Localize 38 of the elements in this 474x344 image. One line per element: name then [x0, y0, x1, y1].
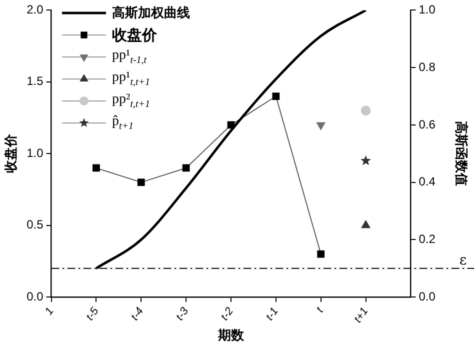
x-tick-label: t-5	[84, 304, 102, 323]
point	[92, 164, 100, 172]
y-axis-title: 收盘价	[4, 133, 20, 174]
point	[361, 220, 370, 228]
y2-tick-label: 0.8	[418, 60, 436, 74]
x-tick-label: t+1	[352, 305, 371, 326]
point	[360, 106, 371, 116]
x-tick-label: t-3	[174, 304, 192, 323]
x-tick-label: t-2	[218, 305, 236, 323]
point	[272, 92, 280, 100]
x-tick-label: 1	[42, 305, 56, 318]
legend-label: 收盘价	[112, 26, 157, 44]
point	[182, 164, 190, 172]
x-axis-title: 期数	[217, 328, 245, 344]
legend-label: pp²$_{t,t+1}$	[112, 92, 150, 110]
y-tick-label: 1.5	[26, 74, 44, 88]
point	[137, 178, 145, 186]
x-tick-label: t-4	[128, 305, 146, 323]
y-tick-label: 0.5	[26, 218, 44, 232]
point	[316, 122, 326, 130]
legend-label: 高斯加权曲线	[112, 4, 190, 22]
ref-line-label: ε	[459, 252, 467, 268]
y2-tick-label: 0.0	[418, 289, 436, 304]
point	[317, 250, 325, 258]
y-tick-label: 1.0	[26, 146, 44, 160]
y-tick-label: 0.0	[26, 289, 44, 304]
point	[360, 155, 372, 166]
y2-tick-label: 0.4	[418, 174, 436, 189]
y2-tick-label: 1.0	[418, 2, 436, 17]
y2-axis-title: 高斯函数值	[452, 121, 469, 186]
y2-tick-label: 0.6	[418, 117, 436, 132]
x-tick-label: t	[314, 304, 326, 315]
legend-label: p̂$_{t+1}$	[112, 114, 134, 132]
x-tick-label: t-1	[264, 305, 281, 323]
y2-tick-label: 0.2	[418, 232, 436, 246]
legend-label: pp¹$_{t-1,t}$	[112, 48, 147, 66]
legend-label: pp¹$_{t,t+1}$	[112, 70, 150, 88]
y-tick-label: 2.0	[26, 2, 44, 17]
